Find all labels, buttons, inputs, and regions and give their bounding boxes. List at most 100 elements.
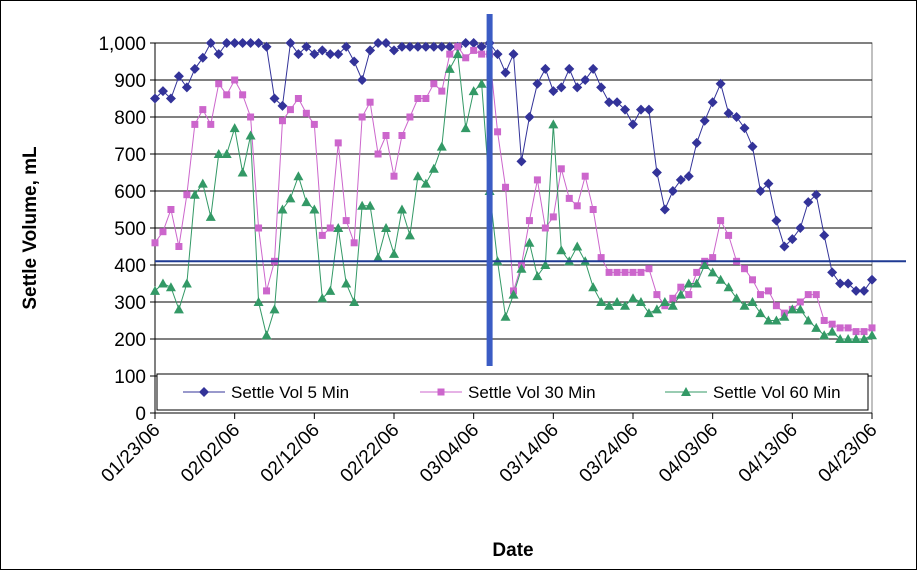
data-point: [859, 285, 870, 296]
data-point: [381, 38, 392, 48]
data-point: [749, 276, 756, 284]
legend: [156, 373, 869, 411]
data-point: [223, 91, 231, 99]
y-axis-title: Settle Volume, mL: [20, 146, 41, 310]
data-point: [341, 278, 352, 288]
data-point: [285, 38, 296, 48]
data-point: [326, 224, 334, 232]
data-point: [199, 106, 207, 114]
data-point: [285, 193, 296, 203]
data-point: [310, 120, 318, 128]
data-point: [556, 245, 567, 255]
data-point: [151, 239, 159, 247]
data-point: [532, 78, 543, 89]
data-point: [183, 191, 191, 199]
data-point: [389, 45, 399, 56]
data-point: [175, 243, 183, 250]
data-point: [150, 93, 160, 104]
y-tick-label: 400: [114, 256, 146, 277]
data-point: [643, 104, 654, 115]
y-tick-label: 200: [114, 330, 146, 351]
data-point: [685, 291, 693, 299]
data-point: [150, 285, 160, 295]
data-point: [763, 178, 774, 189]
data-point: [317, 293, 328, 303]
data-point: [852, 328, 860, 336]
data-point: [612, 97, 623, 108]
data-point: [381, 223, 392, 232]
y-tick-label: 0: [135, 404, 146, 425]
data-point: [301, 41, 312, 52]
data-point: [436, 41, 447, 52]
data-point: [771, 215, 782, 226]
data-point: [191, 120, 199, 128]
data-point: [525, 217, 533, 225]
data-point: [707, 97, 718, 108]
data-point: [205, 38, 216, 48]
data-point: [516, 156, 527, 167]
data-point: [239, 91, 247, 99]
data-point: [414, 95, 422, 102]
data-point: [396, 41, 407, 52]
data-point: [333, 49, 344, 60]
data-point: [756, 291, 764, 299]
data-point: [524, 237, 535, 247]
data-point: [717, 217, 725, 225]
data-point: [572, 241, 583, 251]
data-point: [747, 297, 758, 306]
data-point: [189, 189, 200, 199]
data-point: [667, 300, 678, 310]
data-point: [157, 86, 168, 97]
data-point: [357, 200, 368, 210]
data-point: [755, 308, 766, 318]
data-point: [796, 298, 804, 306]
data-point: [629, 268, 637, 276]
data-point: [221, 149, 232, 158]
data-point: [261, 330, 272, 340]
x-axis-title: Date: [492, 540, 533, 561]
data-point: [253, 38, 264, 48]
data-point: [157, 278, 168, 288]
data-point: [628, 119, 638, 130]
data-point: [548, 86, 559, 97]
data-point: [221, 38, 232, 48]
data-point: [213, 149, 224, 158]
data-point: [868, 324, 876, 332]
data-point: [588, 63, 599, 74]
data-point: [693, 268, 701, 276]
data-point: [318, 231, 326, 239]
data-point: [444, 63, 455, 73]
data-point: [851, 285, 862, 296]
data-point: [277, 100, 288, 111]
data-point: [556, 82, 567, 93]
data-point: [835, 278, 846, 289]
data-point: [787, 234, 798, 245]
data-point: [772, 302, 780, 310]
data-point: [635, 297, 646, 306]
legend-label: Settle Vol 5 Min: [231, 383, 349, 402]
data-point: [557, 165, 565, 173]
data-point: [859, 334, 870, 343]
data-point: [548, 119, 559, 129]
data-point: [819, 330, 830, 340]
data-point: [263, 287, 271, 295]
data-point: [215, 80, 223, 88]
data-point: [373, 38, 384, 48]
data-point: [741, 265, 749, 273]
data-point: [502, 183, 510, 191]
data-point: [309, 204, 320, 214]
data-point: [843, 278, 854, 289]
data-point: [795, 223, 806, 233]
y-tick-label: 900: [114, 71, 146, 92]
data-point: [675, 174, 686, 185]
data-point: [851, 334, 862, 343]
data-point: [269, 304, 280, 314]
data-point: [253, 297, 264, 306]
data-point: [867, 274, 877, 285]
data-point: [229, 38, 240, 48]
data-point: [709, 254, 717, 262]
data-point: [468, 86, 479, 96]
data-point: [588, 282, 599, 292]
data-point: [454, 43, 462, 51]
data-point: [398, 132, 406, 139]
